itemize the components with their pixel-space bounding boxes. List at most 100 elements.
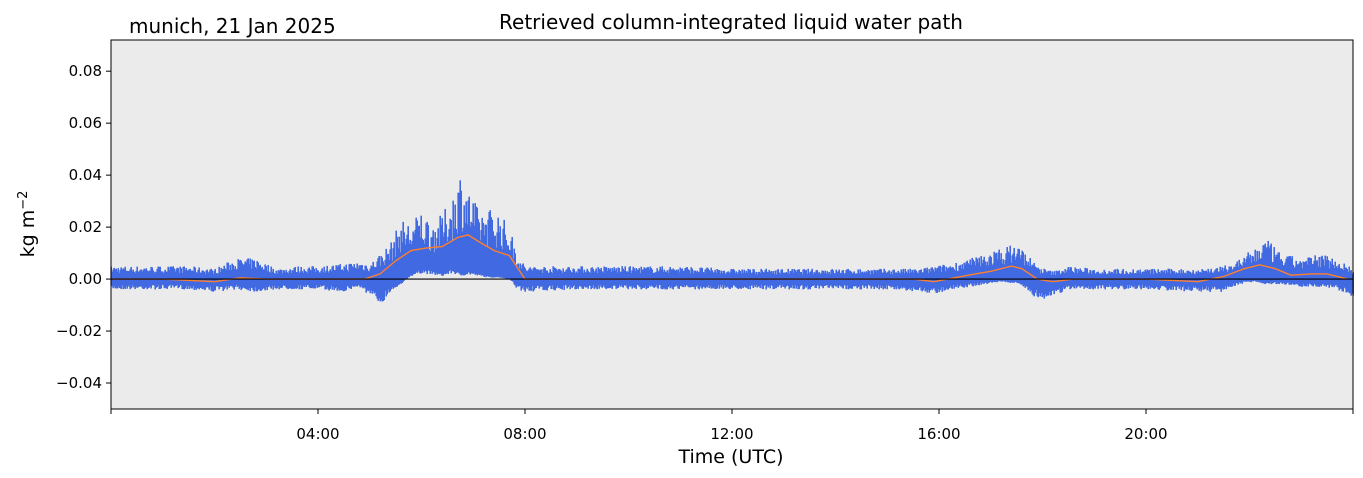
scatter-point [1268,248,1270,284]
scatter-point [483,235,485,277]
scatter-point [493,235,495,278]
scatter-point [680,269,682,287]
scatter-point [1059,274,1061,293]
scatter-point [1088,272,1090,289]
y-tick-label: 0.02 [69,218,102,236]
scatter-point [732,268,734,286]
scatter-point [1182,270,1184,286]
scatter-point [274,273,276,288]
scatter-point [705,268,707,287]
scatter-point [352,267,354,287]
scatter-point [838,269,840,286]
scatter-point [901,271,903,289]
scatter-point [1112,273,1114,288]
scatter-point [910,272,912,288]
scatter-point [235,269,237,285]
scatter-point [689,273,691,288]
scatter-point [958,266,960,287]
scatter-point [420,215,422,274]
scatter-point [1270,243,1272,285]
scatter-point [1284,262,1286,285]
scatter-point [604,267,606,288]
scatter-point [573,269,575,286]
scatter-point [923,268,925,288]
scatter-point [389,249,391,292]
scatter-point [357,268,359,285]
scatter-point [748,269,750,286]
scatter-point [776,270,778,287]
scatter-point [256,261,258,292]
scatter-point [556,270,558,286]
scatter-point [1271,262,1273,284]
scatter-point [1321,255,1323,285]
scatter-point [575,271,577,290]
scatter-point [401,242,403,284]
scatter-point [471,223,473,274]
scatter-point [1257,259,1259,282]
scatter-point [1341,268,1343,292]
scatter-point [1237,266,1239,285]
scatter-point [886,272,888,290]
scatter-point [620,271,622,285]
scatter-point [382,261,384,302]
scatter-point [687,269,689,287]
scatter-point [327,272,329,290]
scatter-point [210,268,212,291]
scatter-point [701,267,703,289]
scatter-point [857,269,859,288]
scatter-point [1028,266,1030,289]
scatter-point [1235,263,1237,283]
scatter-point [353,264,355,287]
scatter-point [194,267,196,289]
scatter-point [1156,273,1158,288]
scatter-point [1124,273,1126,290]
scatter-point [656,268,658,288]
scatter-point [321,268,323,286]
scatter-point [237,259,239,287]
scatter-point [127,271,129,286]
scatter-point [657,271,659,289]
scatter-point [1347,272,1349,292]
scatter-point [1282,265,1284,284]
scatter-point [609,268,611,288]
scatter-point [464,222,466,275]
scatter-point [658,270,660,286]
scatter-point [1019,258,1021,284]
scatter-point [459,180,461,275]
scatter-point [232,265,234,288]
scatter-point [439,215,441,274]
scatter-point [921,272,923,292]
scatter-point [1068,269,1070,287]
scatter-point [1310,258,1312,285]
scatter-point [341,269,343,291]
scatter-point [691,268,693,287]
scatter-point [644,268,646,287]
scatter-point [546,270,548,291]
scatter-point [399,252,401,284]
scatter-point [547,273,549,288]
scatter-point [155,272,157,288]
scatter-point [963,262,965,288]
scatter-point [1020,255,1022,285]
scatter-point [846,269,848,286]
scatter-point [304,270,306,286]
scatter-point [1108,271,1110,285]
scatter-point [988,257,990,283]
scatter-point [479,240,481,275]
scatter-point [830,270,832,286]
scatter-point [1018,249,1020,284]
scatter-point [1146,269,1148,288]
scatter-point [613,267,615,286]
scatter-point [1160,270,1162,286]
scatter-point [1263,245,1265,284]
scatter-point [753,269,755,285]
scatter-point [1236,261,1238,284]
scatter-point [501,249,503,278]
scatter-point [1272,261,1274,284]
scatter-point [1044,269,1046,295]
scatter-point [582,272,584,289]
scatter-point [1151,268,1153,288]
scatter-point [405,238,407,280]
scatter-point [388,259,390,293]
scatter-point [1228,266,1230,286]
